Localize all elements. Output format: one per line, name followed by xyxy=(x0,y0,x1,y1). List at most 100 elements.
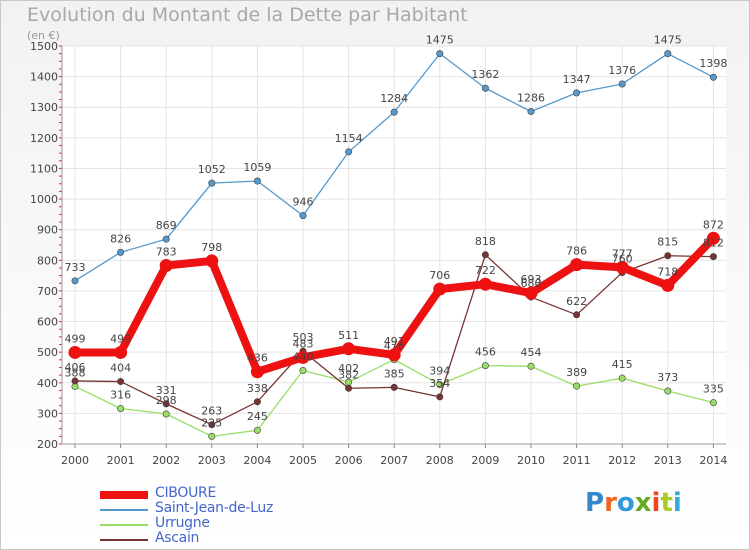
data-label-ascain: 263 xyxy=(201,405,222,418)
data-label-saint-jean-de-luz: 1347 xyxy=(563,73,591,86)
data-label-ciboure: 722 xyxy=(475,264,496,277)
data-label-ciboure: 483 xyxy=(293,337,314,350)
data-point-ascain xyxy=(345,384,353,392)
data-label-ascain: 404 xyxy=(110,362,131,375)
data-point-ascain xyxy=(253,398,261,406)
data-label-ciboure: 777 xyxy=(612,247,633,260)
data-label-ascain: 338 xyxy=(247,382,268,395)
data-point-saint-jean-de-luz xyxy=(436,50,444,58)
data-label-ciboure: 491 xyxy=(384,335,405,348)
data-label-urrugne: 388 xyxy=(65,366,86,379)
legend-swatch xyxy=(100,524,148,526)
data-point-ascain xyxy=(208,421,216,429)
y-tick-label: 1400 xyxy=(30,71,58,84)
data-label-saint-jean-de-luz: 1286 xyxy=(517,92,545,105)
data-label-ciboure: 872 xyxy=(703,218,724,231)
chart-title: Evolution du Montant de la Dette par Hab… xyxy=(27,4,468,26)
data-point-urrugne xyxy=(618,374,626,382)
data-point-urrugne xyxy=(253,426,261,434)
data-label-ascain: 503 xyxy=(293,331,314,344)
data-point-saint-jean-de-luz xyxy=(664,50,672,58)
data-point-ascain xyxy=(664,252,672,260)
legend-label: Ascain xyxy=(155,530,200,546)
legend-label: CIBOURE xyxy=(155,485,217,501)
y-tick-label: 700 xyxy=(37,285,58,298)
y-tick-label: 400 xyxy=(37,377,58,390)
data-point-ascain xyxy=(390,383,398,391)
data-point-ciboure xyxy=(296,350,310,364)
x-tick-label: 2001 xyxy=(107,454,135,467)
data-label-urrugne: 402 xyxy=(338,362,359,375)
data-point-saint-jean-de-luz xyxy=(345,148,353,156)
data-label-urrugne: 394 xyxy=(429,365,450,378)
data-point-urrugne xyxy=(664,387,672,395)
x-tick-label: 2005 xyxy=(289,454,317,467)
data-point-ciboure xyxy=(524,286,538,300)
data-label-saint-jean-de-luz: 869 xyxy=(156,219,177,232)
y-tick-label: 500 xyxy=(37,346,58,359)
y-tick-label: 1100 xyxy=(30,162,58,175)
data-point-ascain xyxy=(573,311,581,319)
data-point-urrugne xyxy=(481,362,489,370)
data-label-ascain: 815 xyxy=(657,236,678,249)
data-label-urrugne: 456 xyxy=(475,346,496,359)
y-tick-label: 800 xyxy=(37,254,58,267)
y-tick-label: 1300 xyxy=(30,101,58,114)
x-tick-label: 2007 xyxy=(380,454,408,467)
data-label-urrugne: 316 xyxy=(110,388,131,401)
data-point-urrugne xyxy=(208,432,216,440)
data-point-urrugne xyxy=(299,367,307,375)
data-label-saint-jean-de-luz: 1376 xyxy=(608,64,636,77)
data-point-saint-jean-de-luz xyxy=(162,235,170,243)
data-point-ascain xyxy=(709,253,717,261)
data-point-ciboure xyxy=(114,345,128,359)
data-label-ascain: 354 xyxy=(429,377,450,390)
x-tick-label: 2006 xyxy=(335,454,363,467)
data-point-urrugne xyxy=(527,362,535,370)
data-point-ascain xyxy=(436,393,444,401)
data-point-urrugne xyxy=(436,381,444,389)
y-tick-label: 1500 xyxy=(30,40,58,53)
data-label-ascain: 331 xyxy=(156,384,177,397)
data-label-ciboure: 511 xyxy=(338,329,359,342)
data-label-saint-jean-de-luz: 826 xyxy=(110,232,131,245)
data-label-ciboure: 783 xyxy=(156,246,177,259)
y-tick-label: 1200 xyxy=(30,132,58,145)
data-label-urrugne: 225 xyxy=(201,416,222,429)
logo-letter: o xyxy=(616,488,635,518)
data-label-ciboure: 436 xyxy=(247,352,268,365)
data-label-ciboure: 706 xyxy=(429,269,450,282)
series-lines xyxy=(68,50,720,440)
data-point-saint-jean-de-luz xyxy=(253,177,261,185)
y-tick-label: 1000 xyxy=(30,193,58,206)
data-point-saint-jean-de-luz xyxy=(709,73,717,81)
logo-letter: t xyxy=(660,488,673,518)
data-label-ascain: 406 xyxy=(65,361,86,374)
data-label-ciboure: 798 xyxy=(201,241,222,254)
logo-letter: x xyxy=(634,488,652,518)
x-tick-label: 2002 xyxy=(152,454,180,467)
data-point-urrugne xyxy=(573,382,581,390)
legend-label: Saint-Jean-de-Luz xyxy=(155,500,274,516)
data-point-ciboure xyxy=(342,342,356,356)
data-point-ciboure xyxy=(433,282,447,296)
data-label-saint-jean-de-luz: 1398 xyxy=(699,57,727,70)
proxiti-logo: Proxiti xyxy=(585,488,682,518)
data-label-ciboure: 786 xyxy=(566,245,587,258)
y-tick-label: 200 xyxy=(37,438,58,451)
data-point-ascain xyxy=(71,377,79,385)
legend-swatch xyxy=(100,491,148,499)
logo-letter: r xyxy=(604,488,617,518)
y-tick-label: 900 xyxy=(37,224,58,237)
data-label-saint-jean-de-luz: 1154 xyxy=(335,132,363,145)
data-label-ciboure: 499 xyxy=(110,332,131,345)
data-label-urrugne: 415 xyxy=(612,358,633,371)
data-point-saint-jean-de-luz xyxy=(117,248,125,256)
data-label-urrugne: 335 xyxy=(703,383,724,396)
data-label-ascain: 760 xyxy=(612,253,633,266)
data-point-ascain xyxy=(481,251,489,259)
axes: 200 300 400 500 600 700 800 900 1000 1100 1200 1300… xyxy=(30,40,727,467)
data-label-ascain: 818 xyxy=(475,235,496,248)
x-tick-label: 2014 xyxy=(699,454,727,467)
